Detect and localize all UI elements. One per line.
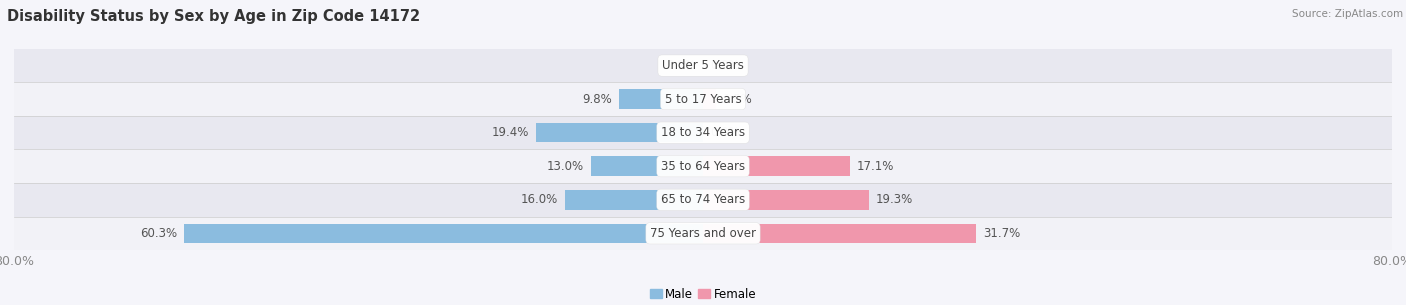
Bar [14,116,1392,149]
Bar [184,224,703,243]
Text: 16.0%: 16.0% [522,193,558,206]
Bar [14,217,1392,250]
Text: 35 to 64 Years: 35 to 64 Years [661,160,745,173]
Legend: Male, Female: Male, Female [650,288,756,300]
Bar [14,49,1392,82]
Text: 19.3%: 19.3% [876,193,914,206]
Bar [536,123,703,142]
Text: 65 to 74 Years: 65 to 74 Years [661,193,745,206]
Text: 0.0%: 0.0% [710,126,740,139]
Text: Under 5 Years: Under 5 Years [662,59,744,72]
Bar [619,89,703,109]
Text: 19.4%: 19.4% [492,126,529,139]
Text: 5 to 17 Years: 5 to 17 Years [665,93,741,106]
Bar [565,190,703,210]
Bar [14,149,1392,183]
Text: 1.5%: 1.5% [723,93,752,106]
Text: Disability Status by Sex by Age in Zip Code 14172: Disability Status by Sex by Age in Zip C… [7,9,420,24]
Text: 18 to 34 Years: 18 to 34 Years [661,126,745,139]
Text: 9.8%: 9.8% [582,93,612,106]
Text: 60.3%: 60.3% [139,227,177,240]
Text: 17.1%: 17.1% [858,160,894,173]
Text: 75 Years and over: 75 Years and over [650,227,756,240]
Bar [703,224,976,243]
Text: 13.0%: 13.0% [547,160,583,173]
Bar [703,156,851,176]
Text: Source: ZipAtlas.com: Source: ZipAtlas.com [1292,9,1403,19]
Bar [703,89,716,109]
Bar [591,156,703,176]
Text: 0.0%: 0.0% [666,59,696,72]
Bar [703,190,869,210]
Bar [14,183,1392,217]
Text: 31.7%: 31.7% [983,227,1021,240]
Bar [14,82,1392,116]
Text: 0.0%: 0.0% [710,59,740,72]
